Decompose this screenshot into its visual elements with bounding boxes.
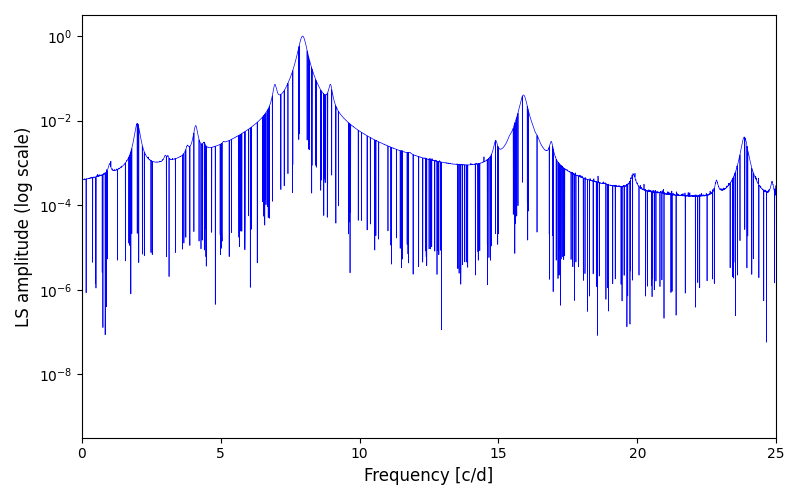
X-axis label: Frequency [c/d]: Frequency [c/d]	[364, 467, 494, 485]
Y-axis label: LS amplitude (log scale): LS amplitude (log scale)	[15, 126, 33, 326]
